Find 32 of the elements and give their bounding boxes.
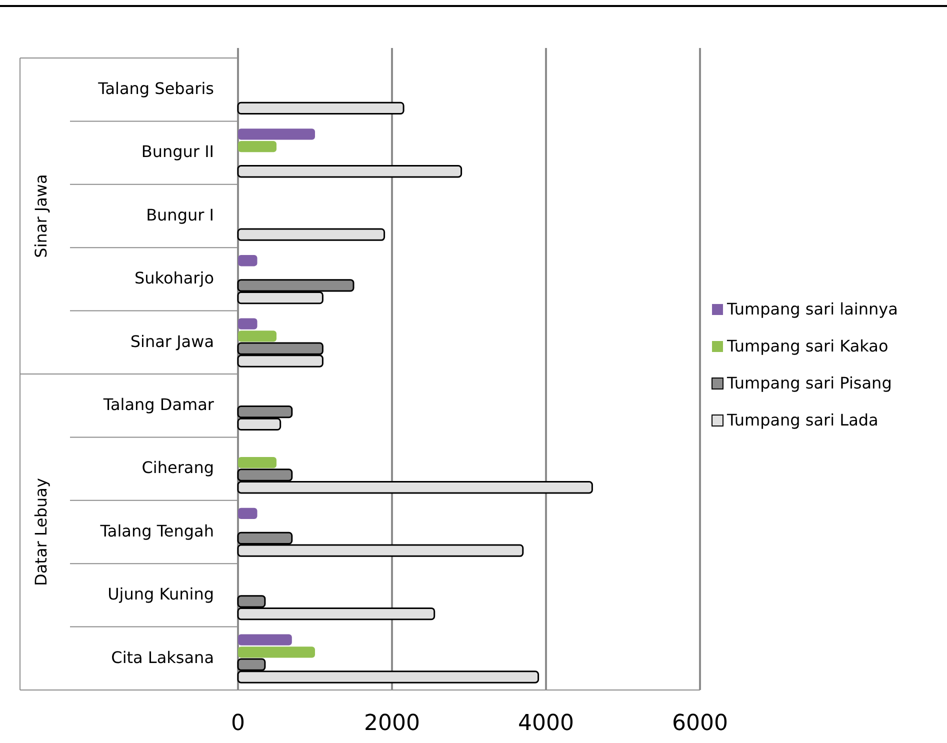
y-tick-label: Talang Tengah bbox=[99, 521, 214, 540]
bar bbox=[238, 128, 315, 140]
bar bbox=[237, 102, 404, 115]
y-tick-label: Sinar Jawa bbox=[130, 332, 214, 351]
legend-label: Tumpang sari Lada bbox=[726, 410, 878, 430]
bar bbox=[238, 646, 315, 658]
bar bbox=[238, 318, 258, 330]
y-tick-label: Talang Damar bbox=[102, 394, 214, 414]
x-tick-label: 2000 bbox=[364, 711, 420, 736]
legend-label: Tumpang sari lainnya bbox=[726, 299, 898, 318]
bar bbox=[237, 165, 462, 178]
bar bbox=[238, 330, 276, 342]
text: Datar Lebuay bbox=[31, 478, 50, 586]
y-tick-label: Talang Sebaris bbox=[97, 78, 214, 98]
bar bbox=[238, 255, 258, 266]
y-tick-label: Sukoharjo bbox=[134, 268, 214, 288]
bar bbox=[238, 634, 292, 646]
x-tick-label: 4000 bbox=[518, 711, 574, 736]
bar bbox=[238, 141, 276, 152]
y-tick-label: Ciherang bbox=[142, 458, 214, 478]
y-tick-label: Bungur II bbox=[141, 142, 214, 162]
bar bbox=[237, 228, 386, 241]
legend-label: Tumpang sari Pisang bbox=[726, 373, 892, 392]
bar bbox=[238, 457, 276, 468]
y-tick-label: Bungur I bbox=[146, 205, 214, 224]
y-tick-label: Cita Laksana bbox=[111, 648, 214, 667]
text: Sinar Jawa bbox=[31, 174, 50, 258]
y-tick-label: Ujung Kuning bbox=[108, 584, 214, 604]
bar bbox=[238, 508, 258, 519]
legend-label: Tumpang sari Kakao bbox=[726, 336, 888, 356]
x-tick-label: 0 bbox=[231, 711, 245, 736]
x-tick-label: 6000 bbox=[672, 711, 728, 736]
